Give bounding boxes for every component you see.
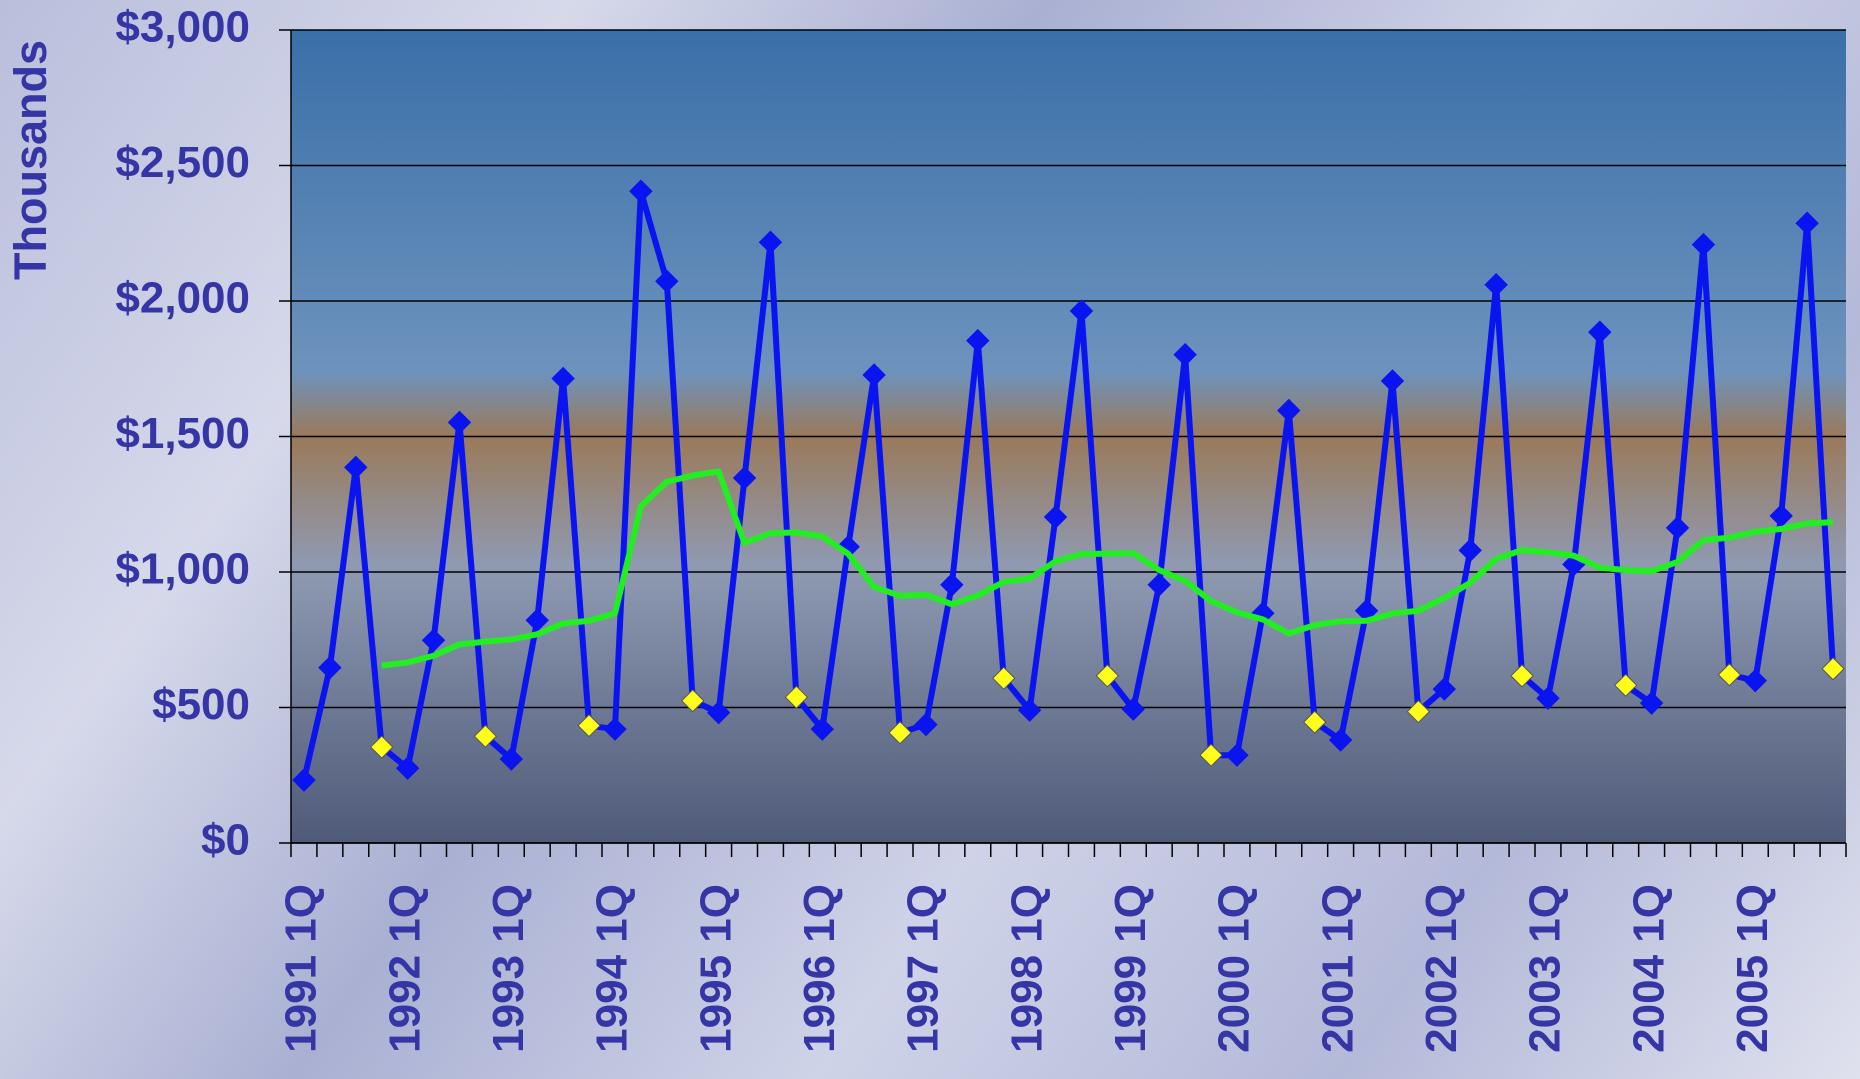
data-point — [1484, 273, 1508, 297]
series-line — [381, 468, 1834, 669]
data-point — [318, 655, 342, 680]
data-point — [1795, 211, 1819, 235]
data-point — [732, 466, 757, 490]
data-point — [888, 720, 912, 745]
x-tick-label: 1999 1Q — [1106, 884, 1155, 1053]
data-point — [1821, 657, 1845, 681]
data-point — [1303, 710, 1327, 734]
data-point — [551, 366, 575, 391]
data-point — [629, 179, 653, 203]
x-tick-label: 1994 1Q — [588, 884, 637, 1053]
data-point — [447, 410, 472, 435]
data-point — [862, 363, 886, 387]
x-tick-label: 1993 1Q — [484, 884, 533, 1053]
data-point — [706, 700, 731, 725]
x-tick-label: 1998 1Q — [1002, 884, 1051, 1053]
y-axis-label: Thousands — [5, 40, 56, 280]
x-tick-label: 2000 1Q — [1210, 884, 1259, 1053]
data-point — [603, 717, 627, 741]
data-point — [1199, 743, 1223, 767]
data-point — [370, 735, 394, 759]
data-point — [681, 689, 705, 713]
x-tick-label: 2004 1Q — [1624, 884, 1673, 1053]
x-tick-label: 1996 1Q — [795, 884, 844, 1053]
data-point — [421, 628, 446, 652]
data-point — [1458, 538, 1482, 563]
data-point — [1095, 664, 1120, 688]
y-tick-label: $1,000 — [115, 545, 250, 594]
x-tick-label: 2001 1Q — [1313, 884, 1362, 1053]
data-point — [344, 455, 368, 480]
data-point — [784, 685, 809, 709]
data-point — [655, 269, 679, 293]
x-tick-label: 1991 1Q — [277, 884, 326, 1053]
data-point — [577, 713, 601, 738]
data-point — [1069, 299, 1094, 323]
data-point — [992, 666, 1016, 690]
data-point — [499, 747, 523, 771]
data-point — [1432, 677, 1456, 701]
series-line — [301, 188, 1837, 781]
data-point — [758, 230, 783, 254]
data-point — [810, 717, 834, 741]
data-point — [1588, 320, 1612, 344]
data-point — [1147, 573, 1171, 597]
data-point — [1717, 663, 1742, 687]
x-tick-label: 1992 1Q — [380, 884, 429, 1053]
x-tick-label: 2003 1Q — [1521, 884, 1570, 1053]
y-tick-label: $2,000 — [115, 274, 250, 323]
data-point — [473, 724, 498, 748]
data-point — [914, 712, 938, 737]
data-point — [1743, 668, 1767, 693]
data-point — [1536, 686, 1560, 710]
x-tick-label: 1995 1Q — [691, 884, 740, 1053]
y-tick-label: $1,500 — [115, 409, 250, 458]
x-tick-label: 1997 1Q — [899, 884, 948, 1053]
x-tick-label: 2002 1Q — [1417, 884, 1466, 1053]
x-tick-label: 2005 1Q — [1728, 884, 1777, 1053]
data-point — [1173, 342, 1197, 367]
y-tick-label: $2,500 — [115, 138, 250, 187]
data-point — [1665, 516, 1690, 540]
y-tick-label: $0 — [201, 816, 250, 865]
data-point — [1328, 728, 1353, 752]
data-point — [1121, 697, 1145, 721]
data-point — [1017, 698, 1042, 722]
data-point — [966, 328, 990, 353]
data-point — [1691, 232, 1716, 257]
data-point — [1277, 398, 1301, 423]
y-tick-label: $500 — [152, 680, 250, 729]
data-point — [1406, 699, 1431, 724]
data-point — [1614, 673, 1638, 697]
data-point — [940, 573, 964, 597]
data-point — [1043, 505, 1068, 529]
data-point — [1510, 664, 1534, 688]
data-point — [1225, 743, 1249, 767]
data-point — [292, 768, 316, 792]
data-point — [1380, 369, 1405, 393]
data-point — [395, 756, 420, 780]
y-tick-label: $3,000 — [115, 3, 250, 52]
data-point — [1639, 691, 1664, 715]
